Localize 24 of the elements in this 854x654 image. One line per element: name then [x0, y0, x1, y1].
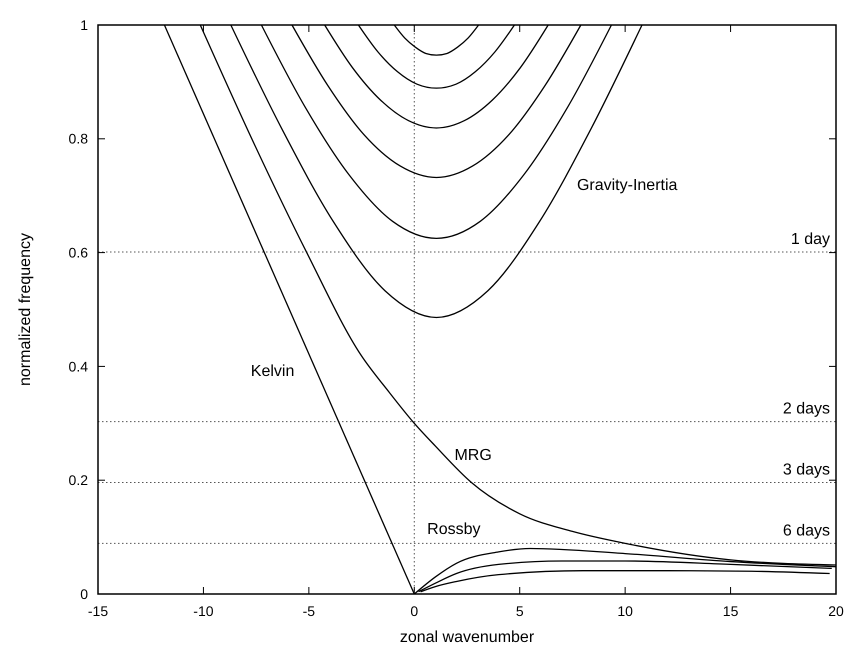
y-tick-label: 0.4: [68, 358, 88, 374]
annotation: Rossby: [427, 521, 481, 538]
y-tick-label: 0.6: [68, 244, 88, 260]
y-tick-label: 0: [80, 586, 88, 602]
ref-line-label: 1 day: [790, 231, 830, 248]
x-tick-label: 0: [410, 603, 418, 619]
ref-line-label: 3 days: [782, 461, 830, 478]
annotation: Gravity-Inertia: [576, 176, 678, 194]
y-tick-label: 0.2: [68, 472, 88, 488]
y-tick-label: 0.8: [68, 130, 88, 147]
x-tick-label: 15: [722, 603, 739, 619]
x-tick-label: 10: [617, 603, 634, 619]
x-tick-label: 20: [828, 603, 844, 619]
annotation: Kelvin: [250, 362, 294, 380]
x-tick-label: -15: [88, 603, 108, 619]
x-tick-label: -5: [302, 603, 316, 619]
x-tick-label: -10: [193, 603, 214, 619]
ref-line-label: 2 days: [782, 400, 830, 418]
x-axis-title: zonal wavenumber: [400, 629, 535, 646]
y-axis-title: normalized frequency: [17, 233, 34, 386]
annotation: MRG: [454, 447, 492, 464]
y-tick-label: 1: [80, 16, 88, 33]
x-tick-label: 5: [516, 603, 524, 619]
ref-line-label: 6 days: [782, 522, 830, 540]
